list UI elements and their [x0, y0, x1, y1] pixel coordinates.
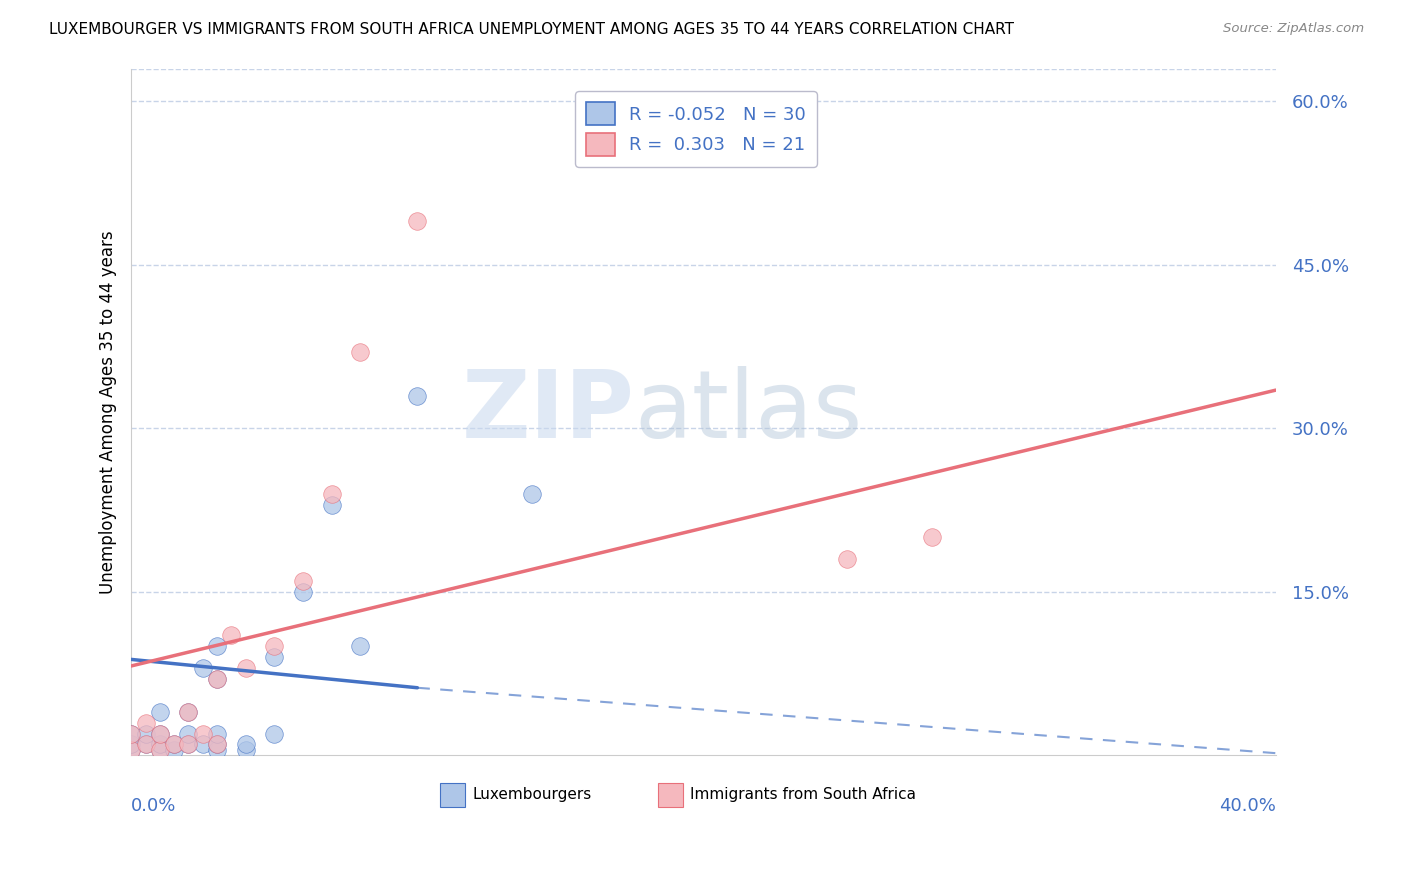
Point	[177, 738, 200, 752]
Point	[205, 743, 228, 757]
Point	[349, 640, 371, 654]
Point	[235, 738, 257, 752]
Point	[120, 743, 142, 757]
Point	[406, 388, 429, 402]
Point	[321, 498, 343, 512]
Text: 40.0%: 40.0%	[1219, 797, 1275, 814]
Point	[120, 726, 142, 740]
Point	[177, 726, 200, 740]
Point	[205, 738, 228, 752]
Point	[135, 726, 157, 740]
Point	[135, 715, 157, 730]
Point	[177, 705, 200, 719]
Point	[406, 214, 429, 228]
Point	[263, 726, 285, 740]
Point	[921, 530, 943, 544]
Point	[149, 738, 172, 752]
Point	[120, 726, 142, 740]
Point	[205, 726, 228, 740]
Text: Immigrants from South Africa: Immigrants from South Africa	[690, 787, 915, 802]
Point	[235, 743, 257, 757]
Point	[135, 738, 157, 752]
Point	[177, 705, 200, 719]
Point	[205, 672, 228, 686]
Point	[135, 738, 157, 752]
Text: Source: ZipAtlas.com: Source: ZipAtlas.com	[1223, 22, 1364, 36]
Point	[221, 628, 243, 642]
Text: ZIP: ZIP	[463, 366, 636, 458]
Point	[177, 738, 200, 752]
Point	[163, 743, 186, 757]
Point	[163, 738, 186, 752]
Point	[120, 743, 142, 757]
FancyBboxPatch shape	[440, 783, 465, 807]
Point	[205, 640, 228, 654]
Point	[149, 705, 172, 719]
Point	[205, 672, 228, 686]
Point	[291, 574, 314, 588]
Point	[149, 726, 172, 740]
Point	[520, 486, 543, 500]
Point	[191, 726, 214, 740]
Point	[149, 743, 172, 757]
Text: Luxembourgers: Luxembourgers	[472, 787, 592, 802]
Point	[205, 738, 228, 752]
Text: atlas: atlas	[636, 366, 863, 458]
Point	[263, 650, 285, 665]
Point	[120, 738, 142, 752]
Point	[191, 661, 214, 675]
Legend: R = -0.052   N = 30, R =  0.303   N = 21: R = -0.052 N = 30, R = 0.303 N = 21	[575, 91, 817, 167]
Point	[149, 726, 172, 740]
Point	[321, 486, 343, 500]
Y-axis label: Unemployment Among Ages 35 to 44 years: Unemployment Among Ages 35 to 44 years	[100, 230, 117, 594]
Point	[149, 743, 172, 757]
Point	[349, 345, 371, 359]
Point	[163, 738, 186, 752]
Point	[263, 640, 285, 654]
Point	[235, 661, 257, 675]
Text: 0.0%: 0.0%	[131, 797, 177, 814]
Point	[191, 738, 214, 752]
FancyBboxPatch shape	[658, 783, 683, 807]
Point	[291, 584, 314, 599]
Text: LUXEMBOURGER VS IMMIGRANTS FROM SOUTH AFRICA UNEMPLOYMENT AMONG AGES 35 TO 44 YE: LUXEMBOURGER VS IMMIGRANTS FROM SOUTH AF…	[49, 22, 1014, 37]
Point	[835, 552, 858, 566]
